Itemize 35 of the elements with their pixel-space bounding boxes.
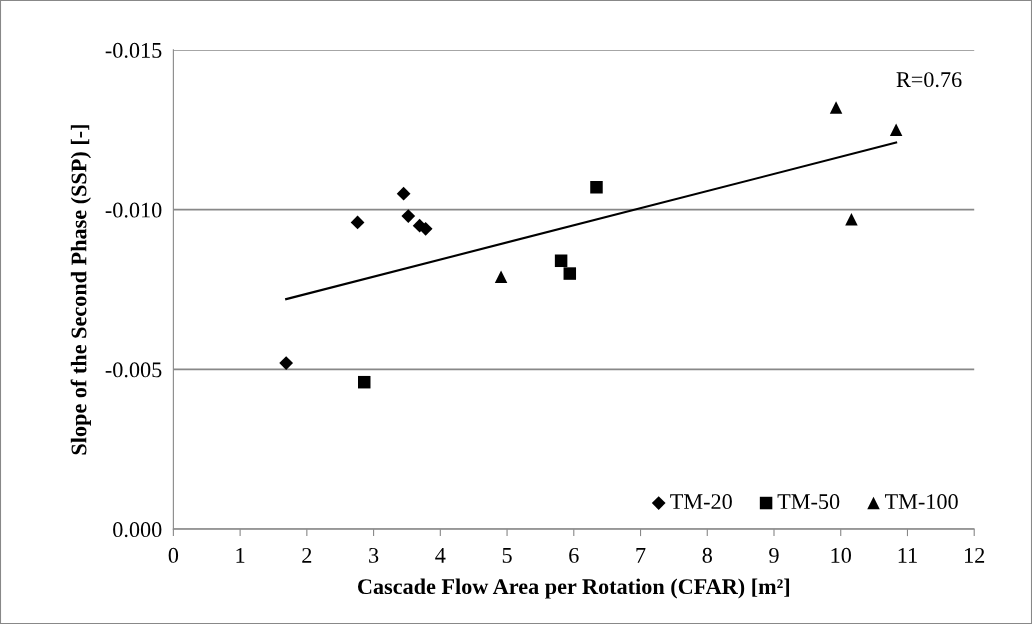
x-tick-label: 2 — [302, 547, 312, 563]
x-tick-label: 8 — [702, 547, 712, 563]
point — [401, 209, 416, 223]
point — [554, 254, 568, 268]
x-tick-label: 12 — [965, 547, 985, 563]
annotation: R=0.76 — [896, 72, 962, 88]
y-tick-label: -0.015 — [105, 42, 162, 58]
point — [845, 213, 858, 226]
point — [396, 186, 411, 201]
point — [590, 181, 603, 194]
x-axis-title: Cascade Flow Area per Rotation (CFAR) [m²] — [357, 578, 790, 599]
y-axis-title: Slope of the Second Phase (SSP) [-] — [70, 125, 91, 455]
y-tick-label: -0.005 — [105, 362, 162, 378]
point — [494, 270, 508, 284]
legend-label: TM-20 — [670, 494, 732, 510]
point — [350, 215, 365, 230]
point — [829, 101, 843, 114]
point — [279, 356, 294, 370]
x-tick-label: 7 — [636, 548, 646, 563]
x-tick-label: 3 — [369, 547, 379, 563]
x-tick-label: 9 — [769, 547, 779, 563]
x-tick-label: 1 — [236, 547, 245, 563]
x-tick-label: 10 — [831, 547, 851, 563]
y-tick-label: -0.010 — [105, 202, 162, 218]
point — [357, 375, 371, 389]
y-tick-label: 0.000 — [113, 522, 162, 538]
legend-label: TM-50 — [777, 494, 840, 510]
x-tick-label: 4 — [435, 548, 446, 563]
x-tick-label: 5 — [502, 548, 512, 563]
x-tick-label: 0 — [168, 547, 179, 563]
legend-label: TM-100 — [884, 494, 958, 510]
x-tick-label: 6 — [569, 547, 579, 563]
point — [889, 123, 903, 137]
point — [563, 267, 577, 280]
x-tick-label: 11 — [898, 547, 917, 563]
